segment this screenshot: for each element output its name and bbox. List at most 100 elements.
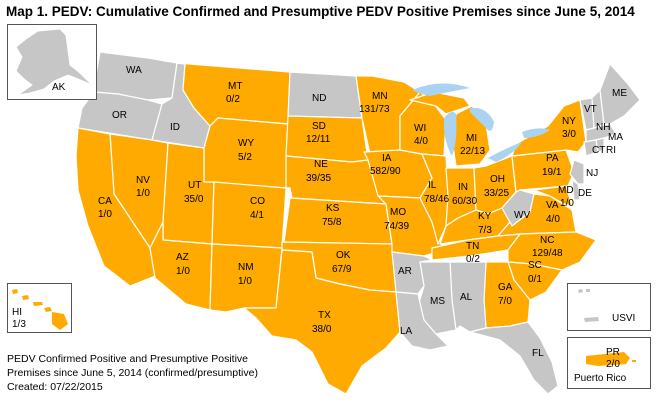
label-UT: UT <box>188 180 201 191</box>
state-DE[interactable] <box>571 179 581 201</box>
label-OH: OH <box>490 174 505 185</box>
value-CA: 1/0 <box>98 209 112 220</box>
map-title: Map 1. PEDV: Cumulative Confirmed and Pr… <box>6 4 635 19</box>
label-MS: MS <box>430 296 445 307</box>
state-RI[interactable] <box>595 137 605 153</box>
label-IA: IA <box>382 153 392 164</box>
value-KY: 7/3 <box>478 225 492 236</box>
label-MA: MA <box>608 132 623 143</box>
state-FL[interactable] <box>469 321 559 395</box>
state-TX[interactable] <box>243 249 401 395</box>
footnote: PEDV Confirmed Positive and Presumptive … <box>7 352 258 394</box>
footnote-line-1: PEDV Confirmed Positive and Presumptive … <box>7 353 249 365</box>
value-NC: 129/48 <box>532 248 563 259</box>
puerto-rico-shape[interactable] <box>568 338 650 388</box>
footnote-line-3: Created: 07/22/2015 <box>7 381 103 393</box>
label-LA: LA <box>400 326 413 337</box>
value-WI: 4/0 <box>414 136 428 147</box>
label-MT: MT <box>228 81 242 92</box>
state-NJ[interactable] <box>569 159 585 185</box>
great-lakes <box>412 83 550 162</box>
value-PA: 19/1 <box>542 167 562 178</box>
value-HI: 1/3 <box>12 319 26 330</box>
alaska-inset: AK <box>7 24 97 100</box>
label-CT: CT <box>592 145 605 156</box>
value-MD: 1/0 <box>560 198 574 209</box>
label-WI: WI <box>414 123 426 134</box>
value-UT: 35/0 <box>184 194 204 205</box>
state-VA[interactable] <box>497 193 577 237</box>
label-KS: KS <box>326 203 340 214</box>
label-CO: CO <box>250 196 265 207</box>
puerto-rico-inset: PR 2/0 Puerto Rico <box>567 337 651 389</box>
label-USVI: USVI <box>612 313 636 324</box>
label-FL: FL <box>532 348 544 359</box>
state-MD[interactable] <box>533 185 573 207</box>
value-AZ: 1/0 <box>176 266 190 277</box>
label-AZ: AZ <box>176 252 189 263</box>
state-ME[interactable] <box>599 63 641 125</box>
value-CO: 4/1 <box>250 210 264 221</box>
label-MN: MN <box>372 91 388 102</box>
label-WY: WY <box>238 138 254 149</box>
label-NE: NE <box>314 159 328 170</box>
value-MN: 131/73 <box>359 104 390 115</box>
label-VT: VT <box>584 104 597 115</box>
label-IN: IN <box>458 182 468 193</box>
value-NV: 1/0 <box>136 188 150 199</box>
label-OK: OK <box>336 250 351 261</box>
value-PR: 2/0 <box>606 359 620 370</box>
value-OK: 67/9 <box>332 264 352 275</box>
value-NM: 1/0 <box>238 276 252 287</box>
value-TX: 38/0 <box>312 324 332 335</box>
state-CA[interactable] <box>75 127 156 287</box>
label-TN: TN <box>466 241 479 252</box>
value-OH: 33/25 <box>484 188 509 199</box>
usvi-shape[interactable] <box>568 284 650 330</box>
state-CO[interactable] <box>211 181 287 249</box>
lake-michigan <box>444 111 457 156</box>
label-NC: NC <box>540 235 554 246</box>
usvi-inset: USVI <box>567 283 651 331</box>
label-MD: MD <box>558 185 574 196</box>
value-MT: 0/2 <box>226 94 240 105</box>
lake-erie <box>488 142 522 162</box>
value-MI: 22/13 <box>460 146 485 157</box>
label-NV: NV <box>136 175 150 186</box>
label-NJ: NJ <box>586 168 598 179</box>
label-ME: ME <box>612 88 627 99</box>
label-AR: AR <box>398 266 412 277</box>
label-CA: CA <box>98 196 112 207</box>
label-GA: GA <box>498 282 513 293</box>
label-PA: PA <box>546 153 559 164</box>
lake-superior <box>412 83 470 96</box>
value-SC: 0/1 <box>528 274 542 285</box>
footnote-line-2: Premises since June 5, 2014 (confirmed/p… <box>7 367 258 379</box>
label-AK: AK <box>52 82 66 93</box>
value-VA: 4/0 <box>546 214 560 225</box>
value-NE: 39/35 <box>306 173 331 184</box>
label-WA: WA <box>126 65 142 76</box>
value-IA: 582/90 <box>370 166 401 177</box>
state-NY[interactable] <box>511 99 587 157</box>
value-WY: 5/2 <box>238 152 252 163</box>
label-OR: OR <box>112 110 127 121</box>
label-TX: TX <box>318 310 331 321</box>
label-MI: MI <box>466 133 477 144</box>
lake-huron <box>470 107 494 131</box>
hawaii-shape[interactable] <box>8 284 71 332</box>
hawaii-inset: HI 1/3 <box>7 283 72 333</box>
label-VA: VA <box>546 200 559 211</box>
state-LA[interactable] <box>395 291 449 351</box>
label-ID: ID <box>170 122 180 133</box>
label-NH: NH <box>596 122 610 133</box>
value-SD: 12/11 <box>306 134 331 145</box>
label-KY: KY <box>478 211 492 222</box>
value-NY: 3/0 <box>562 129 576 140</box>
label-DE: DE <box>578 188 592 199</box>
alaska-shape[interactable] <box>8 25 96 99</box>
label-PR: PR <box>606 347 620 358</box>
label-WV: WV <box>514 210 530 221</box>
value-MO: 74/39 <box>384 221 409 232</box>
